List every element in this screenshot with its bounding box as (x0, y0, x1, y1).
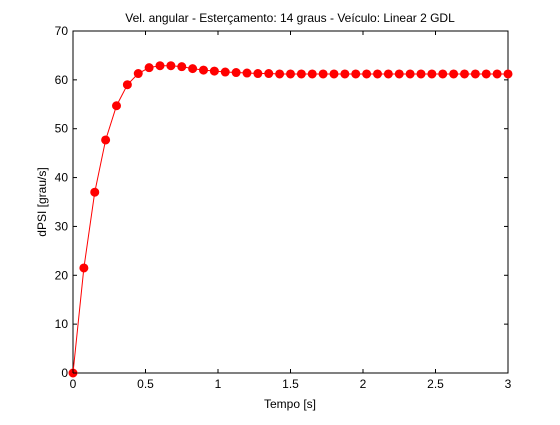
y-tick-label: 0 (61, 366, 68, 380)
data-point (492, 69, 502, 79)
data-point (329, 69, 339, 79)
data-point (144, 63, 154, 73)
data-point (481, 69, 491, 79)
data-point (231, 68, 241, 78)
x-tick-label: 1.5 (282, 377, 299, 391)
x-axis-label: Tempo [s] (264, 397, 316, 411)
y-tick-label: 20 (55, 268, 69, 282)
data-point (209, 66, 219, 76)
data-point (177, 62, 187, 72)
data-point (286, 69, 295, 79)
x-tick-label: 0 (70, 377, 77, 391)
y-tick-label: 60 (55, 73, 69, 87)
data-point (503, 69, 513, 79)
data-point (133, 69, 143, 79)
axes-box (72, 30, 509, 374)
y-tick-label: 50 (55, 122, 69, 136)
data-point (90, 187, 100, 197)
y-axis-label: dPSI [grau/s] (35, 167, 49, 236)
data-point (155, 61, 165, 71)
x-tick-label: 2 (360, 377, 367, 391)
data-point (242, 68, 252, 78)
data-point (318, 69, 328, 79)
data-point (253, 69, 263, 79)
y-tick-label: 70 (55, 24, 69, 38)
data-point (220, 67, 230, 77)
x-tick-label: 2.5 (427, 377, 444, 391)
y-tick-label: 40 (55, 171, 69, 185)
data-point (351, 69, 361, 79)
data-point (460, 69, 469, 79)
data-point (296, 69, 306, 79)
data-point (405, 69, 415, 79)
data-point (166, 61, 176, 71)
data-point (383, 69, 393, 79)
data-point (373, 69, 382, 79)
y-tick-label: 10 (55, 317, 69, 331)
data-point (427, 69, 437, 79)
x-tick-label: 0.5 (137, 377, 154, 391)
data-point (362, 69, 372, 79)
data-point (199, 65, 208, 75)
data-point (449, 69, 459, 79)
data-point (101, 135, 111, 145)
data-point (438, 69, 448, 79)
data-point (470, 69, 480, 79)
data-point (307, 69, 317, 79)
x-tick-label: 1 (215, 377, 222, 391)
data-point (122, 80, 132, 90)
chart-title: Vel. angular - Esterçamento: 14 graus - … (125, 11, 455, 25)
data-point (264, 69, 274, 79)
data-point (275, 69, 285, 79)
series-layer (68, 61, 513, 378)
y-tick-label: 30 (55, 219, 69, 233)
data-point (394, 69, 404, 79)
data-point (112, 101, 121, 111)
data-point (416, 69, 426, 79)
data-point (340, 69, 350, 79)
data-point (79, 263, 89, 273)
x-tick-label: 3 (505, 377, 512, 391)
data-point (188, 64, 198, 74)
